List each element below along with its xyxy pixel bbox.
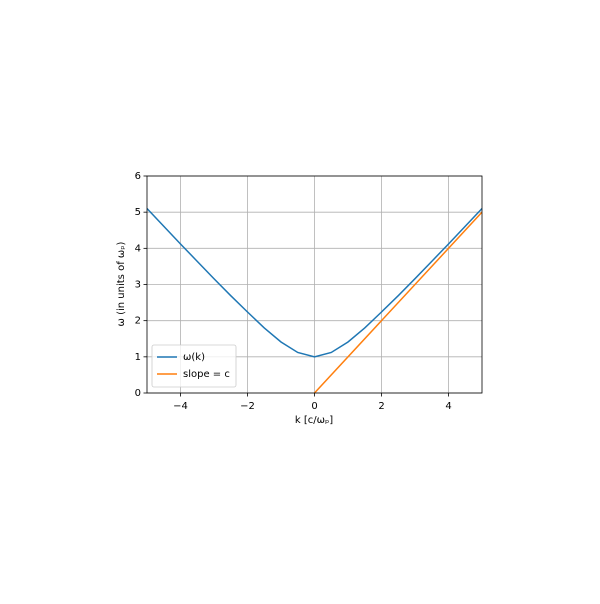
y-tick-label: 2 — [135, 316, 141, 327]
legend-label: slope = c — [183, 369, 230, 380]
plot-frame — [146, 175, 483, 394]
y-tick-label: 3 — [135, 280, 141, 291]
legend-label: ω(k) — [183, 352, 205, 363]
x-tick-label: 0 — [311, 401, 317, 412]
y-tick-label: 4 — [135, 243, 141, 254]
x-tick-label: −4 — [173, 401, 188, 412]
y-tick-label: 0 — [135, 388, 141, 399]
y-tick-label: 6 — [135, 171, 141, 182]
y-axis-label: ω (in units of ωₚ) — [116, 241, 127, 326]
series-line — [313, 211, 482, 393]
y-tick-label: 1 — [135, 352, 141, 363]
series-line — [147, 208, 482, 358]
y-tick-label: 5 — [135, 207, 141, 218]
x-tick-label: 2 — [378, 401, 384, 412]
x-axis-label: k [c/ωₚ] — [295, 415, 333, 426]
x-tick-label: −2 — [240, 401, 255, 412]
x-tick-label: 4 — [445, 401, 451, 412]
legend-box — [151, 344, 237, 388]
